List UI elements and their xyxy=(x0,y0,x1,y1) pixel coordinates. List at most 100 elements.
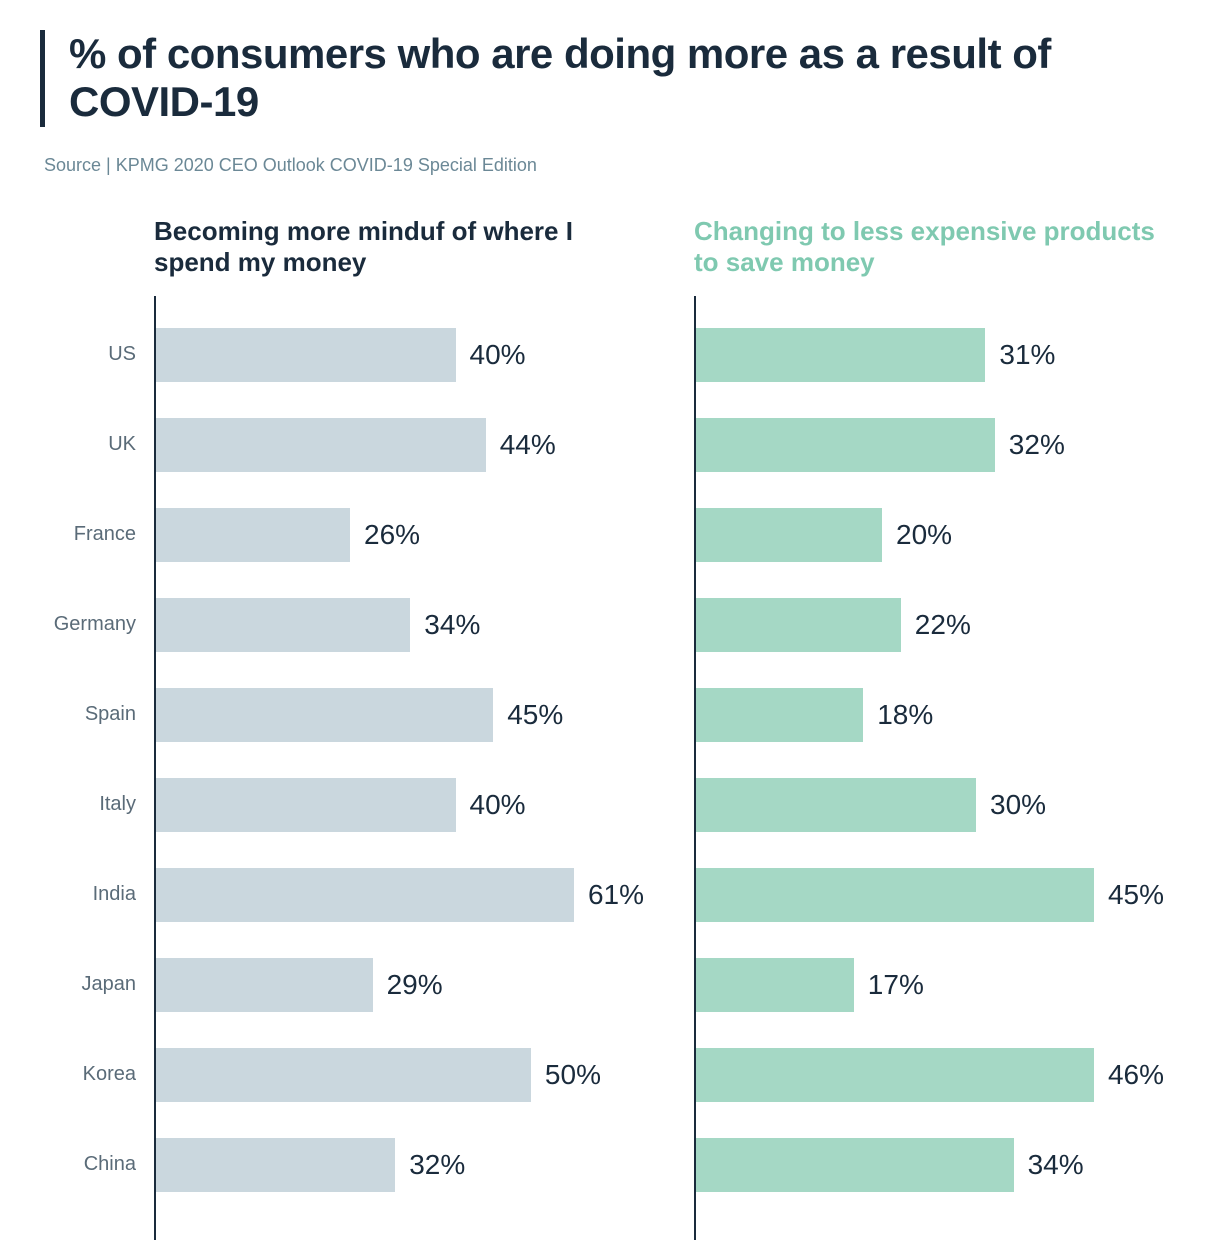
bar-wrap: 26% xyxy=(154,508,644,562)
table-row: 32% xyxy=(684,400,1164,490)
table-row: 34% xyxy=(684,1120,1164,1210)
bar xyxy=(154,958,373,1012)
table-row: 18% xyxy=(684,670,1164,760)
bar-wrap: 34% xyxy=(154,598,644,652)
bar xyxy=(694,958,854,1012)
category-label: Italy xyxy=(44,793,154,816)
category-label: Korea xyxy=(44,1063,154,1086)
value-label: 40% xyxy=(470,339,526,371)
bar-wrap: 18% xyxy=(694,688,1164,742)
bar-wrap: 45% xyxy=(154,688,644,742)
table-row: 46% xyxy=(684,1030,1164,1120)
category-label: Spain xyxy=(44,703,154,726)
charts-container: Becoming more minduf of where I spend my… xyxy=(40,216,1180,1210)
bar xyxy=(694,1048,1094,1102)
bar xyxy=(154,1048,531,1102)
value-label: 46% xyxy=(1108,1059,1164,1091)
value-label: 61% xyxy=(588,879,644,911)
value-label: 34% xyxy=(1028,1149,1084,1181)
bar-wrap: 34% xyxy=(694,1138,1164,1192)
bar-wrap: 30% xyxy=(694,778,1164,832)
table-row: 45% xyxy=(684,850,1164,940)
table-row: China 32% xyxy=(44,1120,644,1210)
bar-wrap: 50% xyxy=(154,1048,644,1102)
table-row: Spain 45% xyxy=(44,670,644,760)
value-label: 18% xyxy=(877,699,933,731)
table-row: US 40% xyxy=(44,310,644,400)
y-axis-right xyxy=(694,296,696,1240)
bar-wrap: 29% xyxy=(154,958,644,1012)
bar-wrap: 32% xyxy=(154,1138,644,1192)
chart-area-left: US 40% UK 44% France 26% Germany 34% Spain 45% Ita… xyxy=(44,310,644,1210)
chart-right: Changing to less expensive products to s… xyxy=(684,216,1164,1210)
bar xyxy=(694,328,985,382)
bar-wrap: 61% xyxy=(154,868,644,922)
bar xyxy=(694,1138,1014,1192)
title-block: % of consumers who are doing more as a r… xyxy=(40,30,1180,127)
bar xyxy=(154,508,350,562)
bar xyxy=(154,1138,395,1192)
category-label: France xyxy=(44,523,154,546)
value-label: 32% xyxy=(1009,429,1065,461)
category-label: China xyxy=(44,1153,154,1176)
bar xyxy=(694,508,882,562)
bar xyxy=(154,868,574,922)
table-row: 20% xyxy=(684,490,1164,580)
bar-wrap: 22% xyxy=(694,598,1164,652)
value-label: 26% xyxy=(364,519,420,551)
table-row: 31% xyxy=(684,310,1164,400)
value-label: 50% xyxy=(545,1059,601,1091)
value-label: 45% xyxy=(1108,879,1164,911)
category-label: US xyxy=(44,343,154,366)
table-row: Italy 40% xyxy=(44,760,644,850)
value-label: 20% xyxy=(896,519,952,551)
bar xyxy=(154,778,456,832)
chart-left: Becoming more minduf of where I spend my… xyxy=(44,216,644,1210)
table-row: Germany 34% xyxy=(44,580,644,670)
value-label: 34% xyxy=(424,609,480,641)
table-row: Korea 50% xyxy=(44,1030,644,1120)
category-label: Germany xyxy=(44,613,154,636)
category-label: India xyxy=(44,883,154,906)
value-label: 32% xyxy=(409,1149,465,1181)
chart-title: % of consumers who are doing more as a r… xyxy=(69,30,1180,127)
bar-wrap: 44% xyxy=(154,418,644,472)
bar-wrap: 40% xyxy=(154,778,644,832)
value-label: 22% xyxy=(915,609,971,641)
chart-area-right: 31% 32% 20% 22% 18% 30% 45% 17% 46% 34% xyxy=(684,310,1164,1210)
value-label: 31% xyxy=(999,339,1055,371)
table-row: Japan 29% xyxy=(44,940,644,1030)
value-label: 17% xyxy=(868,969,924,1001)
bar-wrap: 20% xyxy=(694,508,1164,562)
chart-heading-right: Changing to less expensive products to s… xyxy=(684,216,1164,280)
table-row: 17% xyxy=(684,940,1164,1030)
bar xyxy=(694,778,976,832)
bar-wrap: 32% xyxy=(694,418,1164,472)
bar xyxy=(694,688,863,742)
y-axis-left xyxy=(154,296,156,1240)
bar-wrap: 46% xyxy=(694,1048,1164,1102)
bar xyxy=(154,598,410,652)
bar-wrap: 45% xyxy=(694,868,1164,922)
chart-heading-left: Becoming more minduf of where I spend my… xyxy=(44,216,644,280)
value-label: 45% xyxy=(507,699,563,731)
table-row: 30% xyxy=(684,760,1164,850)
table-row: 22% xyxy=(684,580,1164,670)
source-line: Source | KPMG 2020 CEO Outlook COVID-19 … xyxy=(40,155,1180,176)
bar xyxy=(694,598,901,652)
value-label: 30% xyxy=(990,789,1046,821)
value-label: 29% xyxy=(387,969,443,1001)
category-label: UK xyxy=(44,433,154,456)
bar-wrap: 40% xyxy=(154,328,644,382)
bar xyxy=(154,418,486,472)
value-label: 40% xyxy=(470,789,526,821)
table-row: France 26% xyxy=(44,490,644,580)
table-row: India 61% xyxy=(44,850,644,940)
bar xyxy=(154,328,456,382)
category-label: Japan xyxy=(44,973,154,996)
table-row: UK 44% xyxy=(44,400,644,490)
bar xyxy=(694,418,995,472)
bar-wrap: 17% xyxy=(694,958,1164,1012)
value-label: 44% xyxy=(500,429,556,461)
bar-wrap: 31% xyxy=(694,328,1164,382)
